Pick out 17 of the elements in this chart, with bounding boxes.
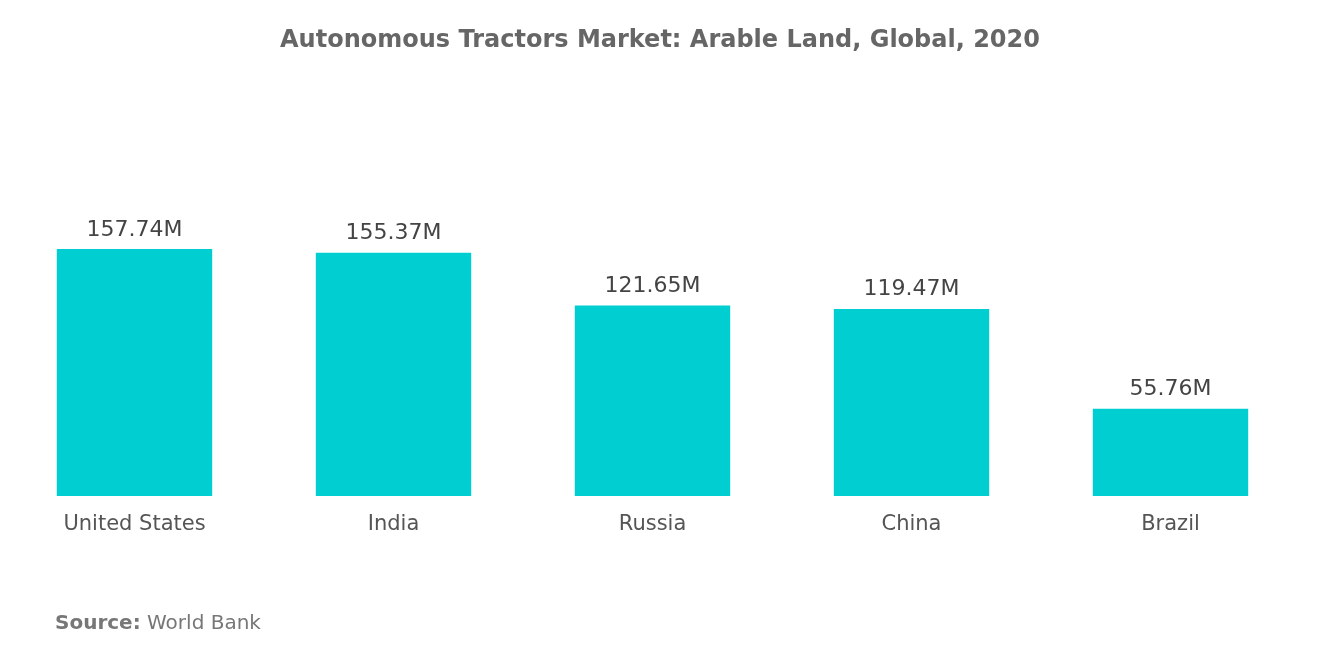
x-tick-label: Russia	[618, 510, 687, 535]
x-tick-label: India	[367, 510, 420, 535]
data-label: 157.74M	[86, 215, 183, 241]
bar	[1092, 408, 1249, 496]
bar	[315, 252, 472, 496]
data-label: 55.76M	[1129, 375, 1212, 401]
x-tick-label: Brazil	[1141, 510, 1200, 535]
bar	[56, 249, 213, 496]
x-tick-label: China	[881, 510, 942, 535]
data-label: 119.47M	[863, 275, 960, 301]
bar	[574, 305, 731, 496]
chart-title: Autonomous Tractors Market: Arable Land, Global, 2020	[280, 25, 1040, 53]
source-note: Source: World Bank	[55, 610, 262, 634]
data-label: 155.37M	[345, 219, 442, 245]
x-tick-label: United States	[63, 510, 206, 535]
data-label: 121.65M	[604, 272, 701, 298]
bar	[833, 308, 990, 496]
